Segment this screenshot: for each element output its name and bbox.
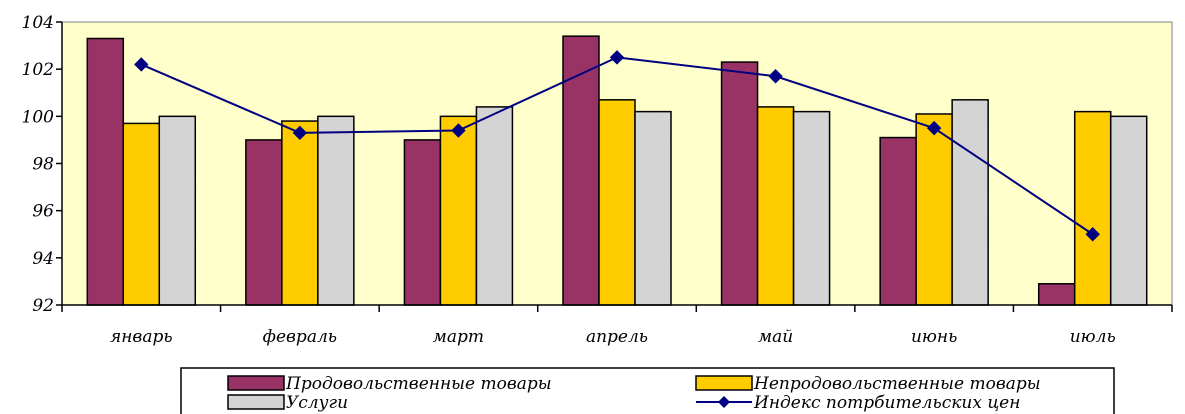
x-tick-label-4: май <box>758 327 793 347</box>
y-tick-label-2: 96 <box>32 202 54 222</box>
bar-0-5 <box>879 136 917 306</box>
bar-0-2 <box>403 139 442 306</box>
line-point-5 <box>926 120 942 136</box>
bar-2-5 <box>951 99 989 306</box>
x-tick-label-6: июль <box>1070 327 1116 347</box>
bar-0-1 <box>245 139 283 306</box>
bar-0-4 <box>720 61 759 306</box>
bar-2-3 <box>634 110 672 306</box>
bar-2-1 <box>317 115 355 306</box>
y-tick-label-1: 94 <box>32 249 54 269</box>
bar-2-6 <box>1109 115 1148 306</box>
y-tick-label-0: 92 <box>32 296 54 316</box>
bar-1-1 <box>281 120 319 306</box>
y-tick-label-4: 100 <box>22 107 55 127</box>
legend-label-0: Продовольственные товары <box>285 374 552 394</box>
legend-label-1: Непродовольственные товары <box>753 374 1041 394</box>
bar-1-0 <box>122 122 161 306</box>
bar-1-2 <box>439 115 478 306</box>
x-tick-label-1: февраль <box>263 327 337 347</box>
line-point-4 <box>768 69 783 84</box>
line-point-0 <box>134 57 149 72</box>
bar-0-3 <box>562 35 600 306</box>
bar-1-4 <box>756 106 795 306</box>
legend-swatch-0 <box>227 375 285 391</box>
legend-swatch-1 <box>695 375 753 391</box>
legend-box <box>180 367 1115 414</box>
line-point-3 <box>609 50 625 65</box>
line-point-1 <box>292 125 308 141</box>
legend-label-3: Индекс потрбительских цен <box>753 393 1020 413</box>
line-point-2 <box>451 123 466 138</box>
x-tick-label-5: июнь <box>911 327 957 347</box>
line-point-6 <box>1085 227 1100 242</box>
legend-swatch-2 <box>227 394 285 410</box>
y-tick-label-6: 104 <box>22 13 54 33</box>
axes: 92 94 96 98 100 102 104 январь февраль март апрель… <box>22 13 1173 347</box>
y-tick-label-3: 98 <box>32 155 54 175</box>
bar-0-6 <box>1037 283 1076 306</box>
bar-2-2 <box>475 106 514 306</box>
bar-0-0 <box>86 37 125 306</box>
bar-1-5 <box>915 113 953 306</box>
legend-marker-3 <box>718 396 730 408</box>
bar-2-0 <box>158 115 197 306</box>
bars <box>86 35 1148 306</box>
bar-1-6 <box>1073 110 1112 306</box>
index-line <box>134 50 1100 242</box>
y-tick-label-5: 102 <box>22 60 54 80</box>
x-tick-label-3: апрель <box>586 327 648 347</box>
bar-2-4 <box>792 110 831 306</box>
x-tick-label-2: март <box>433 327 484 347</box>
bar-1-3 <box>598 99 636 306</box>
x-tick-label-0: январь <box>110 327 173 347</box>
legend-label-2: Услуги <box>286 393 348 413</box>
